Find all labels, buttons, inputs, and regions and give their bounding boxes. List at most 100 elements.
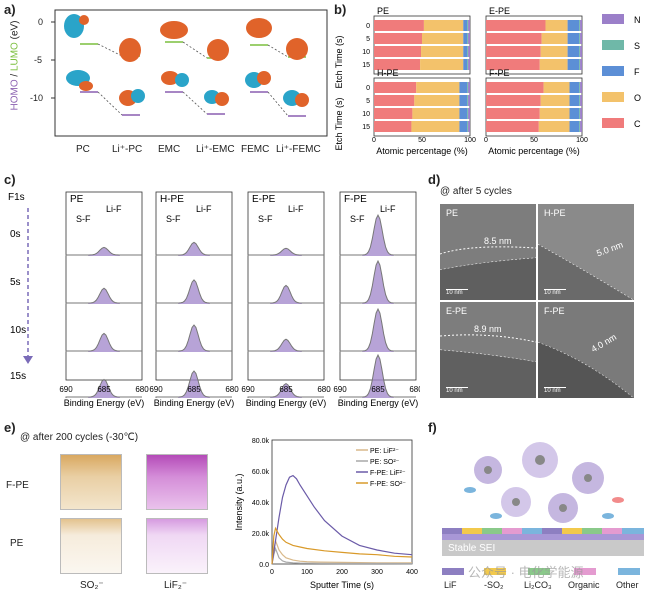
legend-label-F: F xyxy=(634,67,640,77)
tof-legend-label-3: F-PE: SO²⁻ xyxy=(370,481,406,488)
bar-E-PE-5-N xyxy=(580,33,582,44)
scalebar-pe: 10 nm xyxy=(446,289,468,296)
bar-E-PE-10-O xyxy=(540,46,568,57)
panel-e-label: e) xyxy=(4,420,16,435)
xps-spectrum-PE-5s xyxy=(65,287,142,304)
subplot-frame-PE xyxy=(373,15,471,75)
ytick-H-PE-15: 15 xyxy=(362,124,370,131)
bar-PE-5-C xyxy=(374,33,422,44)
bar-F-PE-15-C xyxy=(486,121,539,132)
xps-col-title-E-PE: E-PE xyxy=(252,194,276,205)
tof-ytick-4: 80.0k xyxy=(252,438,270,445)
bar-PE-0-O xyxy=(423,20,464,31)
xps-spectrum-F-PE-5s xyxy=(339,259,416,304)
bar-F-PE-15-N xyxy=(580,121,582,132)
thickness-pe: 8.5 nm xyxy=(484,236,512,246)
xps-col-title-PE: PE xyxy=(70,194,84,205)
col-label-lif2: LiF₂⁻ xyxy=(164,580,188,591)
bar-E-PE-0-N xyxy=(580,20,582,31)
tof-ytick-0: 0.0 xyxy=(259,562,269,569)
xps-xlabel-F-PE: Binding Energy (eV) xyxy=(338,398,419,408)
xlabel-F-PE: Atomic percentage (%) xyxy=(488,146,580,156)
xps-peak-fill-E-PE-5s xyxy=(270,285,302,304)
bar-H-PE-10-F xyxy=(459,108,468,119)
bar-F-PE-0-F xyxy=(569,82,580,93)
bar-F-PE-5-F xyxy=(569,95,580,106)
bar-H-PE-5-C xyxy=(374,95,415,106)
panel-a: HOMO / LUMO (eV) xyxy=(0,0,330,170)
bar-E-PE-5-S xyxy=(579,33,581,44)
panel-e-title: @ after 200 cycles (-30℃) xyxy=(20,432,139,443)
xtick-F-PE-0: 0 xyxy=(484,137,488,144)
sei-base xyxy=(442,540,644,556)
legend-swatch-F xyxy=(602,66,624,76)
bar-PE-5-F xyxy=(463,33,468,44)
tof-ytick-1: 20.0k xyxy=(252,531,270,538)
cube-f-pe-so2 xyxy=(60,454,122,510)
xps-spectrum-F-PE-10s xyxy=(339,307,416,352)
tem-label-f-pe: F-PE xyxy=(544,306,565,316)
row-label-5s: 5s xyxy=(10,277,21,288)
xps-xlabel-H-PE: Binding Energy (eV) xyxy=(154,398,235,408)
legend-label-S: S xyxy=(634,41,640,51)
ylabel-b-0: Etch Time (s) xyxy=(334,35,344,88)
legend-organic: Organic xyxy=(568,580,600,590)
subplot-title-F-PE: F-PE xyxy=(489,68,510,78)
lif-label-F-PE: Li-F xyxy=(380,204,396,214)
bar-E-PE-15-C xyxy=(486,59,540,70)
bar-F-PE-15-F xyxy=(569,121,580,132)
legend-so2: -SO₂ xyxy=(484,580,504,590)
bar-E-PE-0-F xyxy=(567,20,580,31)
panel-d-label: d) xyxy=(428,172,441,187)
mol-label-pc: PC xyxy=(76,144,90,155)
tof-xtick-200: 200 xyxy=(336,569,348,576)
xps-spectrum-E-PE-10s xyxy=(247,338,324,352)
panel-a-frame xyxy=(54,9,328,137)
subplot-frame-F-PE xyxy=(485,77,583,137)
tof-xtick-300: 300 xyxy=(371,569,383,576)
tem-image-e-pe: E-PE 8.9 nm 10 nm xyxy=(440,302,536,398)
xtick-F-PE-100: 100 xyxy=(576,137,588,144)
ytick-label-minus10: -10 xyxy=(30,93,44,103)
ytick-label-minus5: -5 xyxy=(34,55,43,65)
tem-label-h-pe: H-PE xyxy=(544,208,566,218)
connector-lines xyxy=(97,41,289,117)
xps-xtick-E-PE-685: 685 xyxy=(279,385,293,394)
bar-F-PE-5-C xyxy=(486,95,541,106)
xps-xlabel-E-PE: Binding Energy (eV) xyxy=(246,398,327,408)
bar-E-PE-0-S xyxy=(579,20,581,31)
ytick-H-PE-5: 5 xyxy=(366,98,370,105)
xps-spectrum-PE-0s xyxy=(65,246,142,256)
bar-F-PE-10-O xyxy=(539,108,570,119)
bar-E-PE-15-O xyxy=(539,59,568,70)
row-label-0s: 0s xyxy=(10,229,21,240)
bar-PE-0-C xyxy=(374,20,424,31)
tof-legend-label-2: F-PE: LiF²⁻ xyxy=(370,470,406,477)
tof-xlabel: Sputter Time (s) xyxy=(310,580,374,590)
xps-peak-fill-E-PE-10s xyxy=(270,339,302,352)
bar-H-PE-5-N xyxy=(468,95,470,106)
bar-H-PE-5-O xyxy=(414,95,460,106)
col-label-so2: SO₂⁻ xyxy=(80,580,104,591)
legend-label-C: C xyxy=(634,119,641,129)
bar-H-PE-0-C xyxy=(374,82,417,93)
ytick-H-PE-0: 0 xyxy=(366,85,370,92)
xps-xtick-H-PE-680: 680 xyxy=(225,385,239,394)
xps-spectrum-PE-15s xyxy=(65,378,142,398)
xps-spectrum-E-PE-15s xyxy=(247,383,324,398)
xps-peak-fill-H-PE-5s xyxy=(178,279,210,304)
xps-xtick-F-PE-690: 690 xyxy=(333,385,347,394)
subplot-frame-E-PE xyxy=(485,15,583,75)
tof-xtick-100: 100 xyxy=(301,569,313,576)
xtick-F-PE-50: 50 xyxy=(530,137,538,144)
scalebar-h-pe: 10 nm xyxy=(544,289,566,296)
row-label-15s: 15s xyxy=(10,371,26,382)
xps-spectrum-H-PE-0s xyxy=(155,241,232,256)
mol-label-femc: FEMC xyxy=(241,144,270,155)
xps-peak-fill-H-PE-15s xyxy=(178,371,210,398)
xps-xtick-PE-690: 690 xyxy=(59,385,73,394)
xps-xtick-F-PE-685: 685 xyxy=(371,385,385,394)
tem-image-pe: PE 8.5 nm 10 nm xyxy=(440,204,536,300)
bar-PE-10-S xyxy=(467,46,469,57)
